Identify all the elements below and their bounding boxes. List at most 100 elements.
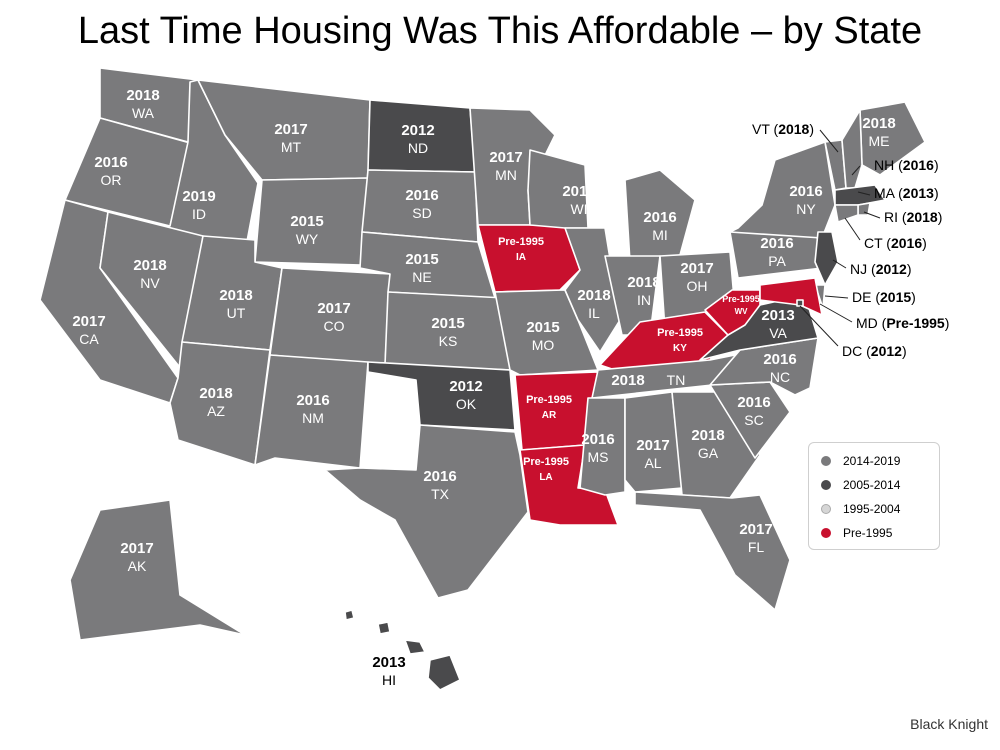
state-label-ia: Pre-1995 IA [498, 236, 544, 263]
svg-text:2018: 2018 [133, 257, 166, 274]
state-shape-fl [634, 491, 791, 611]
svg-text:2013: 2013 [761, 307, 794, 324]
callout-nj: NJ (2012) [850, 261, 912, 277]
svg-text:OH: OH [687, 278, 708, 294]
svg-text:Pre-1995: Pre-1995 [523, 456, 569, 468]
svg-text:SC: SC [744, 412, 763, 428]
svg-text:2015: 2015 [290, 213, 323, 230]
svg-text:2016: 2016 [405, 187, 438, 204]
state-label-tn: 2018 TN [611, 372, 685, 389]
svg-text:MO: MO [532, 337, 555, 353]
legend-swatch [821, 480, 831, 490]
legend-label: 2014-2019 [843, 454, 901, 468]
svg-text:2016: 2016 [94, 154, 127, 171]
state-shape-ak [69, 499, 246, 641]
svg-text:2012: 2012 [449, 378, 482, 395]
svg-text:2018: 2018 [691, 427, 724, 444]
state-shape-hi-1 [344, 609, 355, 621]
source-credit: Black Knight [910, 716, 988, 732]
svg-text:AZ: AZ [207, 403, 225, 419]
svg-text:OR: OR [101, 172, 122, 188]
svg-text:2017: 2017 [317, 300, 350, 317]
svg-text:2018: 2018 [199, 385, 232, 402]
svg-text:2018: 2018 [611, 372, 644, 389]
callout-nh: NH (2016) [874, 157, 939, 173]
state-shape-dc [796, 299, 804, 307]
svg-text:WA: WA [132, 105, 155, 121]
svg-text:NE: NE [412, 269, 431, 285]
svg-text:KS: KS [439, 333, 458, 349]
state-shape-md [759, 277, 823, 316]
callout-leaders [799, 129, 881, 347]
svg-text:KY: KY [673, 343, 687, 354]
svg-text:2017: 2017 [489, 149, 522, 166]
svg-text:2019: 2019 [182, 188, 215, 205]
svg-text:NY: NY [796, 201, 816, 217]
legend-item-1995-2004: 1995-2004 [821, 500, 900, 518]
state-label-wv: Pre-1995 WV [722, 294, 760, 316]
state-shape-hi-4 [427, 654, 461, 691]
legend-label: Pre-1995 [843, 526, 893, 540]
legend-swatch [821, 504, 831, 514]
svg-text:VA: VA [769, 325, 787, 341]
svg-text:UT: UT [227, 305, 246, 321]
svg-text:2015: 2015 [526, 319, 559, 336]
svg-text:2012: 2012 [401, 122, 434, 139]
state-shape-hi-2 [377, 621, 391, 635]
svg-text:2017: 2017 [274, 121, 307, 138]
svg-text:2016: 2016 [763, 351, 796, 368]
svg-text:2017: 2017 [72, 313, 105, 330]
state-shape-ny [729, 141, 836, 239]
svg-text:2017: 2017 [680, 260, 713, 277]
svg-text:2017: 2017 [120, 540, 153, 557]
svg-text:2016: 2016 [789, 183, 822, 200]
svg-text:FL: FL [748, 539, 765, 555]
state-shape-ms [579, 397, 626, 496]
svg-text:TN: TN [667, 372, 686, 388]
svg-text:2015: 2015 [405, 251, 438, 268]
legend-swatch [821, 528, 831, 538]
svg-text:NC: NC [770, 369, 790, 385]
callout-ri: RI (2018) [884, 209, 942, 225]
svg-text:2016: 2016 [423, 468, 456, 485]
svg-text:ND: ND [408, 140, 428, 156]
state-shape-al [624, 391, 683, 493]
map-title: Last Time Housing Was This Affordable – … [77, 10, 923, 52]
svg-text:2015: 2015 [431, 315, 464, 332]
callout-vt: VT (2018) [752, 121, 814, 137]
legend-label: 2005-2014 [843, 478, 901, 492]
svg-text:WY: WY [296, 231, 319, 247]
svg-text:2018: 2018 [862, 115, 895, 132]
state-label-ky: Pre-1995 KY [657, 327, 703, 354]
svg-text:MT: MT [281, 139, 302, 155]
svg-text:AR: AR [542, 410, 557, 421]
svg-text:MI: MI [652, 227, 668, 243]
legend-swatch [821, 456, 831, 466]
state-shape-hi-3 [404, 639, 426, 655]
